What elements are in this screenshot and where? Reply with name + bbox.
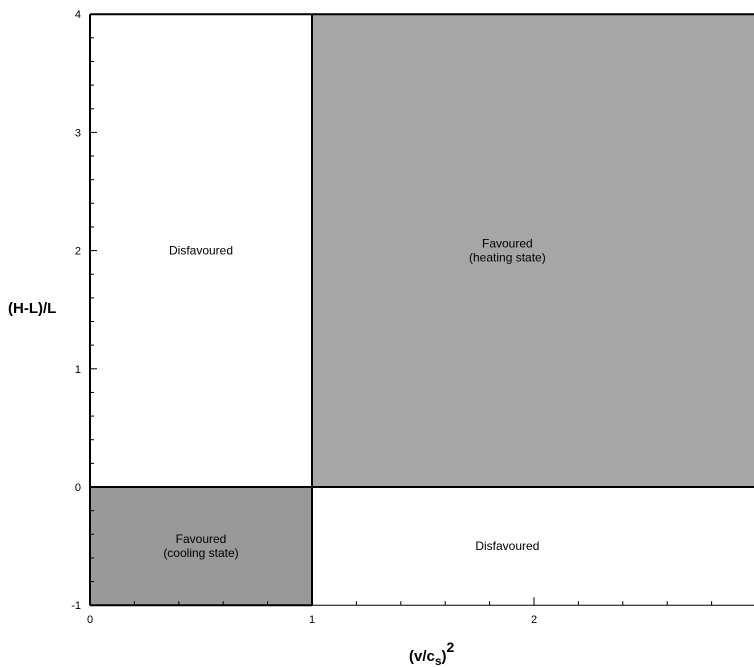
region-favoured-cooling-label: Favoured (cooling state) [163,532,238,560]
y-axis-title: (H-L)/L [8,300,56,317]
x-axis-title-superscript: 2 [447,639,455,655]
y-tick-label: 4 [75,9,81,21]
region-disfavoured-upper [90,14,312,487]
region-favoured-heating-label: Favoured (heating state) [469,237,546,265]
y-tick-label: 2 [75,246,81,258]
region-disfavoured-upper-label: Disfavoured [169,244,233,258]
x-axis-title-close: ) [442,648,447,665]
regions-layer [90,14,754,606]
x-axis-title: (v/cs)2 [409,639,455,667]
y-tick-label: 1 [75,364,81,376]
x-tick-label: 1 [309,614,315,626]
region-borders [89,13,754,607]
ticks-layer: -1 0 1 2 3 4 0 1 2 [71,9,713,626]
region-favoured-cooling [90,487,312,606]
x-tick-label: 0 [87,614,93,626]
y-tick-label: 0 [75,482,81,494]
region-disfavoured-lower-label: Disfavoured [475,539,539,553]
y-tick-label: -1 [71,600,81,612]
region-favoured-heating [312,14,754,487]
x-axis-title-subscript: s [435,654,442,667]
y-tick-label: 3 [75,127,81,139]
x-axis-title-base: (v/c [409,648,435,665]
x-tick-label: 2 [531,614,537,626]
region-disfavoured-lower [312,487,754,606]
region-labels: Disfavoured Favoured (heating state) Favour… [163,237,545,560]
